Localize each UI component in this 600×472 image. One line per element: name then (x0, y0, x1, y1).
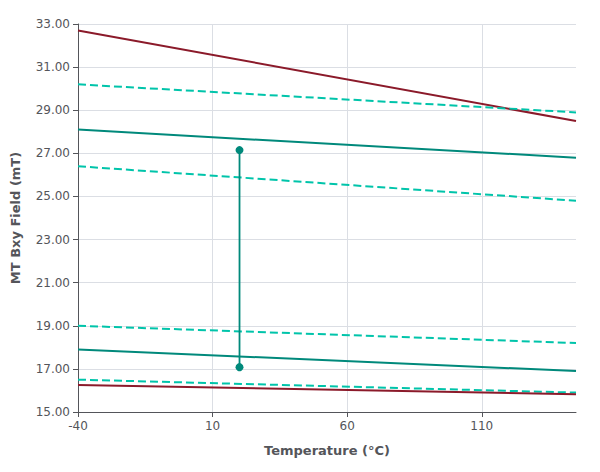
svg-text:19.00: 19.00 (36, 319, 70, 333)
svg-text:-40: -40 (68, 419, 88, 433)
svg-text:10: 10 (205, 419, 220, 433)
svg-text:17.00: 17.00 (36, 362, 70, 376)
svg-text:31.00: 31.00 (36, 60, 70, 74)
svg-text:MT Bxy Field (mT): MT Bxy Field (mT) (8, 152, 23, 284)
svg-text:21.00: 21.00 (36, 276, 70, 290)
svg-text:Temperature (°C): Temperature (°C) (264, 443, 390, 458)
svg-text:29.00: 29.00 (36, 103, 70, 117)
svg-text:23.00: 23.00 (36, 233, 70, 247)
svg-text:27.00: 27.00 (36, 146, 70, 160)
svg-text:110: 110 (470, 419, 493, 433)
svg-text:25.00: 25.00 (36, 189, 70, 203)
svg-text:15.00: 15.00 (36, 405, 70, 419)
svg-text:33.00: 33.00 (36, 17, 70, 31)
svg-text:60: 60 (340, 419, 355, 433)
